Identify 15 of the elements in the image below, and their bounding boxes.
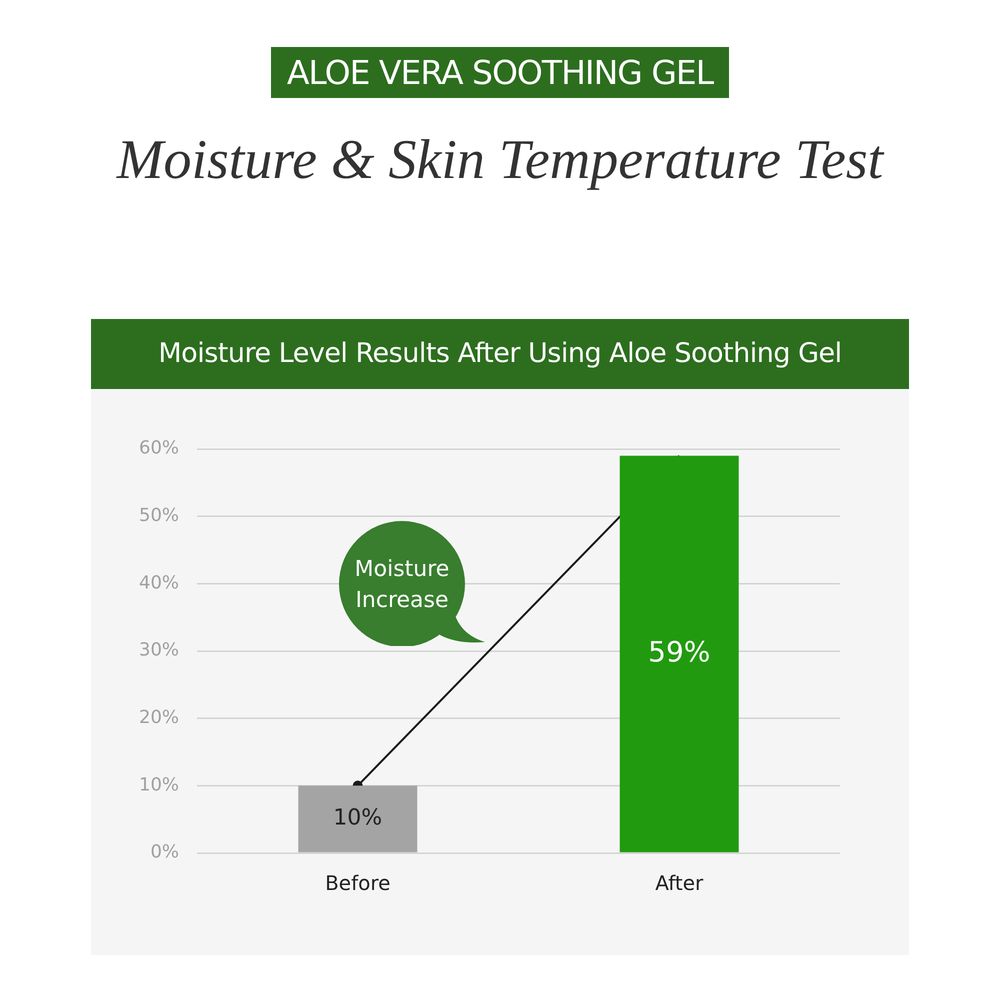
x-tick-label: Before — [325, 871, 390, 896]
data-label: 10% — [333, 806, 382, 831]
y-tick-label: 30% — [138, 640, 180, 661]
y-tick-label: 60% — [138, 438, 180, 459]
chart-title: Moisture & Skin Temperature Test — [115, 128, 886, 192]
y-tick-label: 10% — [138, 774, 180, 796]
y-tick-label: 40% — [138, 572, 180, 594]
x-tick-label: After — [655, 871, 704, 896]
data-label: 59% — [648, 635, 710, 668]
y-tick-label: 20% — [138, 707, 180, 728]
y-tick-label: 0% — [150, 842, 180, 863]
y-tick-label: 50% — [138, 505, 180, 526]
annotation: Moisture Increase — [354, 556, 450, 615]
chart-subtitle: Moisture Level Results After Using Aloe Soothing Gel — [91, 319, 909, 389]
text: ALOE VERA SOOTHING GEL — [270, 47, 730, 98]
